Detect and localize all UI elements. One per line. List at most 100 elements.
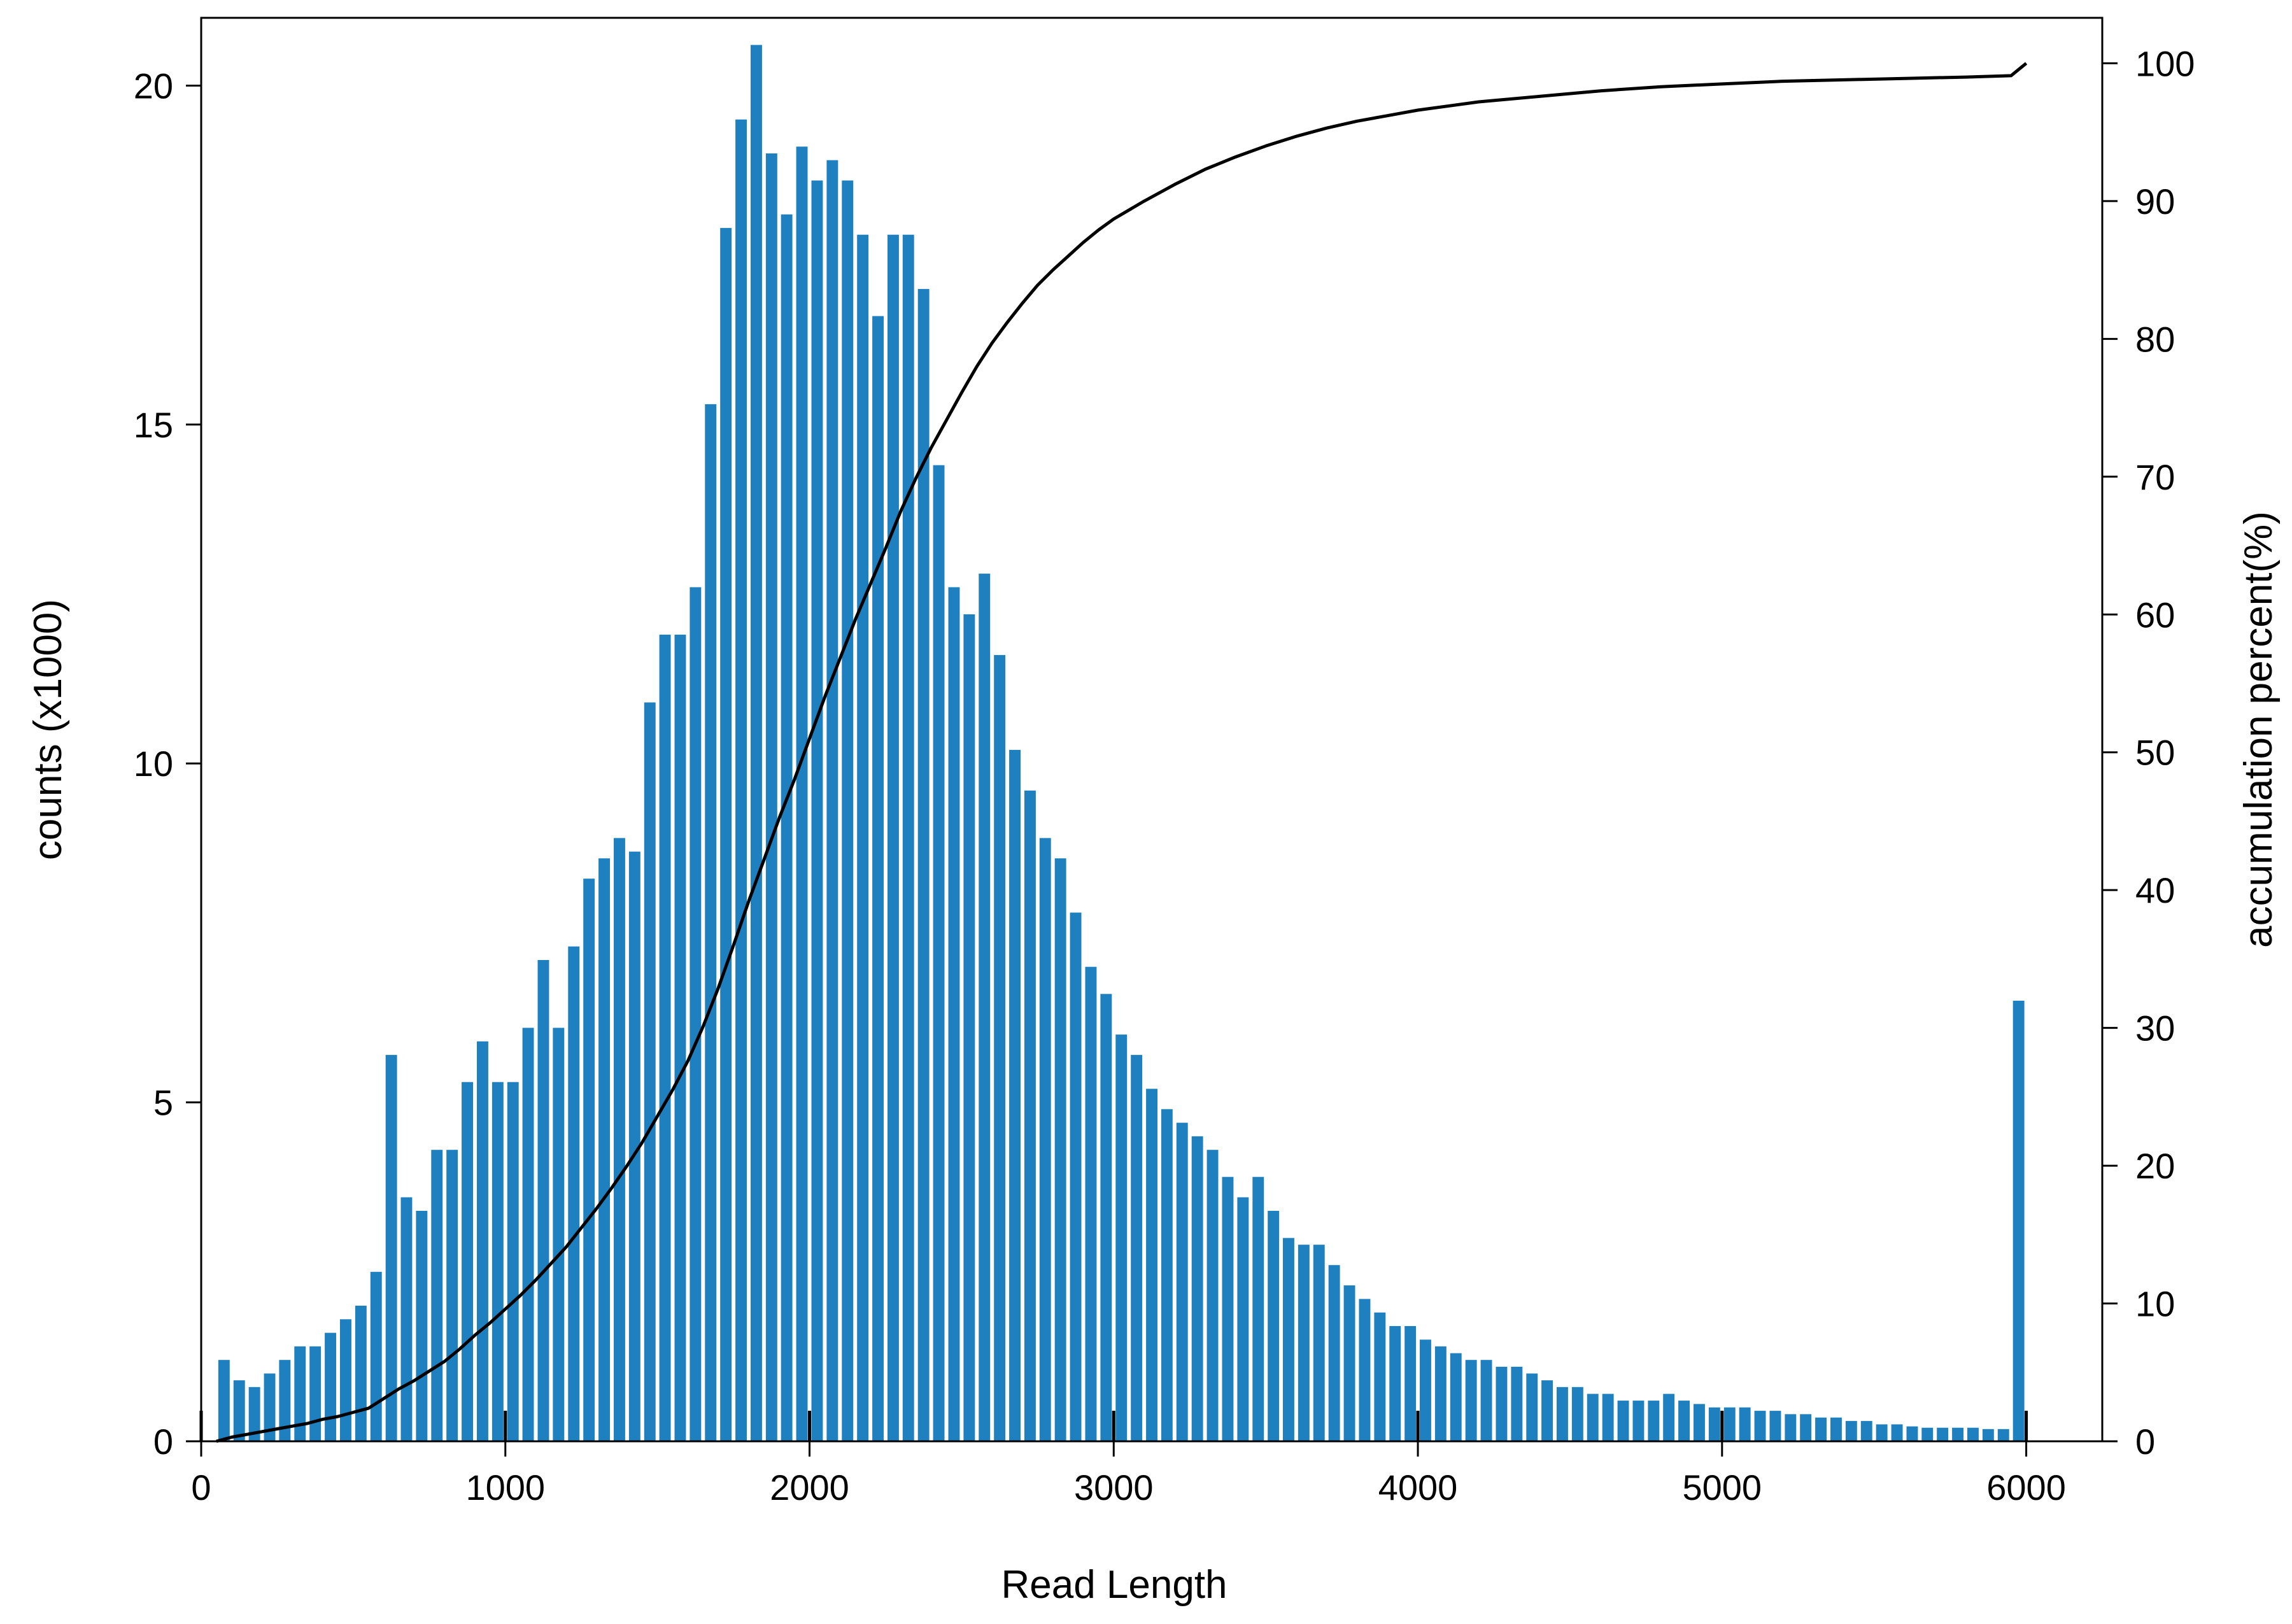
- histogram-bar: [1374, 1312, 1386, 1441]
- histogram-bar: [705, 404, 717, 1441]
- histogram-bar: [1389, 1326, 1401, 1441]
- y2-tick-label: 0: [2135, 1422, 2155, 1462]
- histogram-bar: [781, 214, 793, 1441]
- histogram-bar: [492, 1082, 504, 1441]
- histogram-bar: [1952, 1427, 1963, 1441]
- x-tick-label: 4000: [1378, 1467, 1458, 1507]
- histogram-bar: [1602, 1394, 1614, 1441]
- histogram-bar: [1237, 1197, 1249, 1441]
- histogram-bar: [1343, 1285, 1355, 1441]
- histogram-bar: [1830, 1417, 1842, 1441]
- histogram-bar: [1571, 1387, 1583, 1441]
- y2-tick-label: 20: [2135, 1146, 2175, 1186]
- x-tick-label: 5000: [1683, 1467, 1762, 1507]
- histogram-bar: [1024, 790, 1036, 1441]
- histogram-bar: [1191, 1136, 1203, 1441]
- histogram-bar: [1921, 1427, 1934, 1441]
- histogram-bar: [1800, 1414, 1812, 1441]
- histogram-bar: [2013, 1000, 2025, 1441]
- y2-tick-label: 30: [2135, 1008, 2175, 1049]
- histogram-bar: [233, 1380, 245, 1441]
- histogram-bar: [1906, 1426, 1918, 1441]
- histogram-bar: [1298, 1245, 1310, 1441]
- histogram-bar: [553, 1027, 565, 1441]
- y-axis-title: counts (x1000): [26, 599, 70, 860]
- histogram-bar: [1465, 1360, 1477, 1441]
- histogram-bar: [1511, 1366, 1523, 1441]
- histogram-bar: [1070, 912, 1082, 1441]
- histogram-bar: [1420, 1339, 1431, 1441]
- x-tick-label: 6000: [1986, 1467, 2066, 1507]
- y-tick-label: 20: [134, 66, 173, 106]
- histogram-bar: [568, 946, 580, 1441]
- histogram-bar: [917, 288, 930, 1441]
- y2-tick-label: 60: [2135, 595, 2175, 635]
- x-axis-title: Read Length: [1001, 1563, 1227, 1607]
- histogram-bar: [507, 1082, 519, 1441]
- histogram-bar: [614, 838, 625, 1441]
- histogram-bar: [264, 1373, 276, 1441]
- histogram-bar: [309, 1346, 322, 1441]
- histogram-bar: [325, 1332, 336, 1441]
- histogram-bar: [1115, 1034, 1128, 1441]
- histogram-bar: [1176, 1122, 1188, 1441]
- histogram-bar: [1937, 1427, 1949, 1441]
- histogram-bar: [1222, 1176, 1234, 1441]
- histogram-bar: [1587, 1394, 1599, 1441]
- histogram-bar: [1648, 1401, 1660, 1441]
- histogram-bar: [1769, 1411, 1781, 1441]
- histogram-bar: [1678, 1401, 1690, 1441]
- histogram-bar: [431, 1150, 443, 1441]
- histogram-bar: [385, 1055, 397, 1441]
- histogram-bar: [294, 1346, 306, 1441]
- histogram-bar: [1845, 1421, 1857, 1441]
- histogram-bar: [1860, 1421, 1872, 1441]
- histogram-bar: [659, 634, 671, 1441]
- histogram-bar: [979, 574, 991, 1441]
- histogram-bar: [370, 1271, 382, 1441]
- y-tick-label: 5: [153, 1083, 173, 1123]
- histogram-bar: [1313, 1245, 1325, 1441]
- cumulative-line: [216, 62, 2028, 1443]
- y2-tick-label: 50: [2135, 733, 2175, 773]
- y2-tick-label: 80: [2135, 319, 2175, 359]
- histogram-bar: [1526, 1373, 1538, 1441]
- axes-layer: 0 1000 2000 3000 4000 5000 6000 0 5 10 15 20 0 10 20 30…: [134, 43, 2195, 1507]
- histogram-bar: [218, 1360, 230, 1441]
- histogram-bar: [644, 702, 656, 1441]
- y2-tick-label: 40: [2135, 870, 2175, 910]
- histogram-bar: [1541, 1380, 1553, 1441]
- x-tick-label: 1000: [465, 1467, 545, 1507]
- histogram-bar: [400, 1197, 413, 1441]
- y2-tick-label: 10: [2135, 1284, 2175, 1324]
- histogram-bar: [902, 234, 914, 1442]
- histogram-bar: [1496, 1366, 1508, 1441]
- histogram-bar: [1754, 1411, 1766, 1441]
- histogram-bar: [462, 1082, 473, 1441]
- bars-layer: [218, 45, 2025, 1442]
- histogram-bar: [1694, 1404, 1705, 1441]
- y-tick-label: 0: [153, 1422, 173, 1462]
- histogram-bar: [1206, 1150, 1219, 1441]
- plot-frame: [200, 17, 2104, 1443]
- histogram-bar: [340, 1319, 351, 1441]
- histogram-bar: [796, 146, 808, 1441]
- histogram-bar: [1039, 838, 1051, 1441]
- histogram-bar: [842, 180, 854, 1441]
- histogram-bar: [1328, 1265, 1340, 1441]
- histogram-bar: [1054, 858, 1066, 1441]
- histogram-bar: [735, 119, 747, 1442]
- histogram-bar: [1359, 1299, 1371, 1441]
- histogram-bar: [446, 1150, 458, 1441]
- histogram-bar: [1480, 1360, 1492, 1441]
- histogram-bar: [522, 1027, 534, 1441]
- histogram-bar: [1434, 1346, 1447, 1441]
- histogram-bar: [1252, 1176, 1264, 1441]
- histogram-bar: [751, 45, 762, 1441]
- histogram-bar: [811, 180, 823, 1441]
- y-tick-label: 10: [134, 744, 173, 784]
- histogram-bar: [583, 879, 595, 1441]
- histogram-bar: [1891, 1424, 1903, 1441]
- histogram-bar: [1739, 1407, 1751, 1441]
- histogram-bar: [1404, 1326, 1417, 1441]
